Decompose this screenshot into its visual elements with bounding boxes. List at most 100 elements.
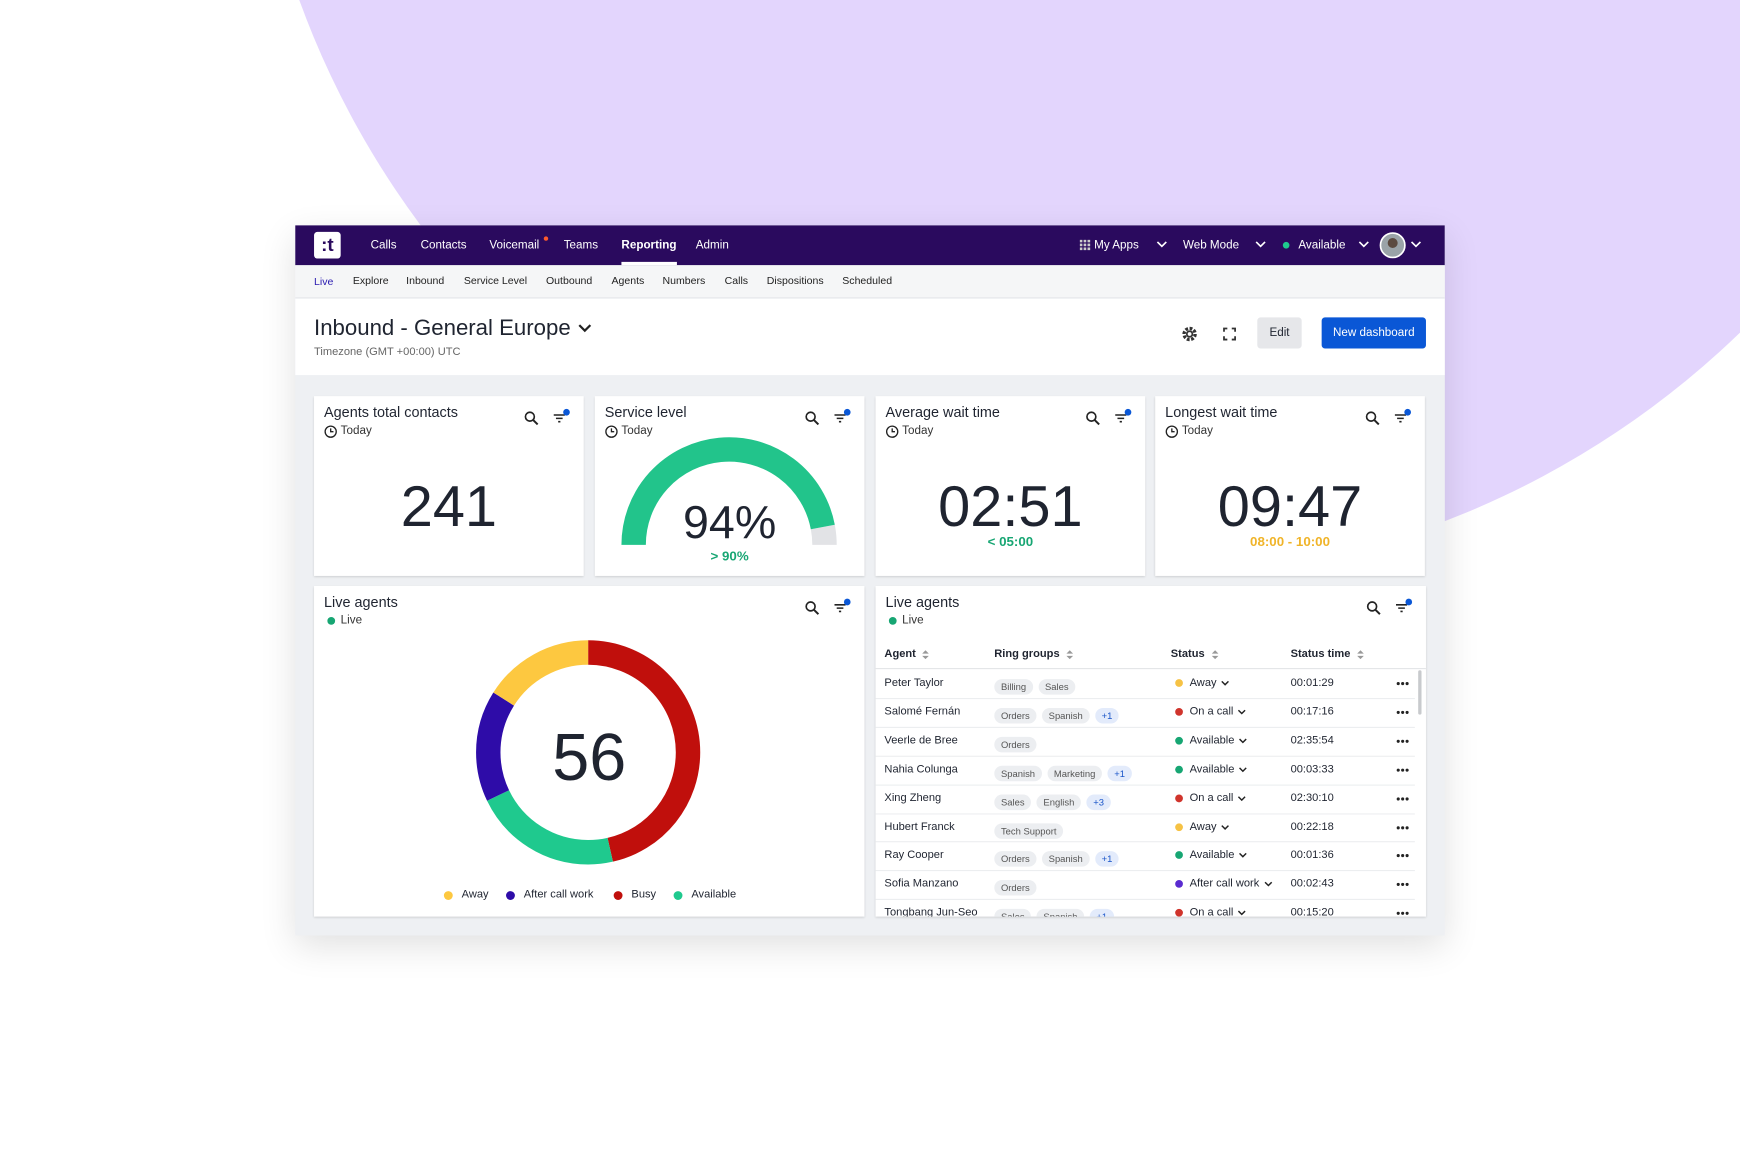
nav-item[interactable]: Reporting [621, 238, 677, 252]
row-menu[interactable] [1396, 883, 1409, 887]
search-icon[interactable] [805, 411, 821, 427]
status[interactable]: Away [1189, 676, 1217, 690]
row-menu[interactable] [1396, 681, 1409, 686]
table-card: Live agents Live Agent Ring groups Status Sta… [875, 585, 1426, 917]
nav-right-item[interactable]: My Apps [1094, 238, 1139, 252]
subnav-item[interactable]: Explore [352, 275, 389, 288]
filter-dot [563, 408, 570, 416]
fullscreen-icon[interactable] [1223, 327, 1236, 341]
subnav-item[interactable]: Live [314, 276, 334, 289]
card-title: Service level [604, 403, 687, 421]
status-time: 00:22:18 [1290, 820, 1334, 833]
agent-name: Tongbang Jun-Seo [884, 906, 978, 917]
agent-name: Hubert Franck [884, 820, 955, 833]
status[interactable]: On a call [1189, 906, 1234, 917]
status-dot [1175, 880, 1183, 889]
subnav-item[interactable]: Outbound [545, 275, 593, 288]
kpi-card: Average wait time Today 02:51 < 05:00 [875, 396, 1146, 576]
avatar-caret [1410, 241, 1422, 248]
search-icon[interactable] [805, 600, 821, 616]
logo[interactable]: :t [314, 231, 341, 259]
dashboard-title[interactable]: Inbound - General Europe [314, 316, 571, 341]
nav-item[interactable]: Voicemail [489, 238, 540, 252]
agent-name: Veerle de Bree [884, 734, 958, 747]
column-header[interactable]: Status [1170, 648, 1205, 661]
donut [476, 640, 701, 865]
sort-icon [1357, 650, 1364, 660]
live-dot [327, 616, 336, 625]
nav-item[interactable]: Admin [695, 238, 729, 252]
more-tag: +1 [1094, 707, 1120, 724]
settings-icon[interactable] [1181, 325, 1199, 343]
apps-dot [1083, 247, 1087, 251]
clock-icon [324, 425, 337, 438]
row-menu[interactable] [1396, 768, 1409, 772]
timezone: Timezone (GMT +00:00) UTC [314, 346, 461, 359]
subnav-item[interactable]: Inbound [406, 275, 445, 288]
row-menu[interactable] [1396, 825, 1409, 829]
row-menu[interactable] [1396, 710, 1409, 714]
app-window: :t Calls Contacts Voicemail Teams Reporting A… [295, 225, 1445, 936]
clock-icon [885, 425, 899, 438]
kpi-value: 09:47 [1217, 474, 1363, 540]
nav-right-item[interactable]: Available [1298, 238, 1346, 252]
agent-name: Salomé Fernán [884, 705, 961, 718]
nav-item[interactable]: Contacts [420, 238, 467, 252]
status[interactable]: Available [1189, 734, 1235, 747]
clock-face [1165, 425, 1179, 438]
status-dot [1175, 794, 1183, 802]
subnav-item[interactable]: Numbers [662, 275, 706, 288]
group-tag: Billing [994, 679, 1033, 695]
status-dot [1175, 851, 1183, 860]
kpi-card: Agents total contacts Today 241 [314, 396, 584, 576]
agent-name: Nahia Colunga [884, 763, 958, 776]
search-icon[interactable] [524, 411, 540, 427]
nav-right-item[interactable]: Web Mode [1182, 238, 1240, 252]
row-menu[interactable] [1396, 911, 1409, 916]
search-icon[interactable] [1366, 600, 1382, 616]
status[interactable]: Available [1189, 849, 1235, 862]
status[interactable]: On a call [1189, 705, 1234, 718]
ring-groups: Orders Spanish +1 [994, 705, 1124, 725]
kpi-target: < 05:00 [987, 533, 1034, 550]
filter-icon[interactable] [833, 408, 851, 424]
edit-button[interactable]: Edit [1257, 317, 1302, 349]
group-tag: English [1036, 794, 1082, 810]
status[interactable]: After call work [1189, 878, 1260, 891]
search-icon[interactable] [1365, 411, 1381, 427]
filter-icon[interactable] [1114, 408, 1132, 424]
filter-icon[interactable] [553, 408, 571, 424]
search-handle [813, 419, 820, 426]
agent-name: Sofia Manzano [884, 878, 959, 891]
nav-item[interactable]: Calls [370, 238, 397, 252]
clock-face [605, 425, 618, 438]
column-header[interactable]: Status time [1290, 648, 1351, 661]
row-menu[interactable] [1396, 854, 1409, 858]
filter-icon[interactable] [1395, 598, 1413, 614]
status-dot [1175, 822, 1183, 831]
ring-groups: Sales English +3 [994, 791, 1116, 811]
column-header[interactable]: Ring groups [994, 648, 1060, 661]
status[interactable]: On a call [1189, 791, 1234, 805]
subnav-item[interactable]: Calls [724, 275, 749, 288]
row-menu[interactable] [1396, 739, 1409, 743]
subnav-item[interactable]: Dispositions [766, 275, 824, 288]
status[interactable]: Away [1189, 820, 1217, 833]
column-header[interactable]: Agent [884, 648, 916, 661]
row-menu[interactable] [1396, 796, 1409, 801]
subnav-item[interactable]: Agents [611, 275, 645, 288]
search-icon[interactable] [1085, 411, 1101, 427]
subnav-item[interactable]: Service Level [463, 275, 528, 288]
caret-path [1237, 709, 1246, 715]
subnav-item[interactable]: Scheduled [842, 275, 893, 288]
nav-item[interactable]: Teams [563, 238, 599, 252]
legend-label: After call work [523, 888, 594, 902]
menu-dot [1401, 710, 1405, 714]
filter-icon[interactable] [1394, 408, 1412, 424]
new-dashboard-button[interactable]: New dashboard [1321, 317, 1426, 349]
status[interactable]: Available [1189, 763, 1235, 776]
avatar[interactable] [1379, 232, 1423, 259]
ring-groups: Orders Spanish +1 [994, 848, 1124, 868]
title-caret[interactable] [577, 323, 593, 334]
filter-icon[interactable] [833, 598, 851, 614]
